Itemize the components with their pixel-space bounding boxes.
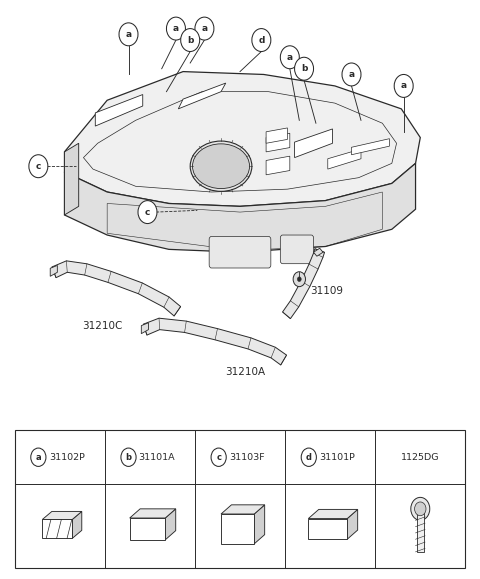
FancyBboxPatch shape [14,430,466,567]
Polygon shape [313,248,323,256]
Polygon shape [130,518,165,540]
Text: 31101A: 31101A [139,453,175,461]
Text: 31109: 31109 [310,286,343,296]
Circle shape [121,448,136,467]
Text: a: a [173,24,179,33]
Ellipse shape [192,144,250,189]
Text: c: c [216,453,221,461]
Circle shape [138,200,157,223]
Text: c: c [36,162,41,171]
Polygon shape [64,72,420,206]
Circle shape [415,502,426,516]
Polygon shape [64,163,416,252]
Text: 31101P: 31101P [319,453,355,461]
Polygon shape [266,156,290,175]
Circle shape [394,75,413,97]
Text: b: b [187,35,193,45]
Text: 1125DG: 1125DG [401,453,440,461]
Polygon shape [72,511,82,538]
Text: a: a [36,453,41,461]
Text: a: a [401,82,407,90]
Circle shape [280,46,300,69]
Circle shape [298,277,301,281]
Polygon shape [266,128,288,143]
Circle shape [195,17,214,40]
Polygon shape [179,83,226,109]
Polygon shape [328,149,361,169]
Circle shape [167,17,185,40]
Polygon shape [52,261,180,316]
Polygon shape [50,265,57,276]
Text: a: a [287,53,293,62]
Polygon shape [130,509,176,518]
Text: a: a [125,30,132,39]
FancyBboxPatch shape [417,512,424,552]
Polygon shape [42,519,72,538]
Polygon shape [221,514,254,544]
Text: d: d [306,453,312,461]
Polygon shape [144,318,287,365]
Polygon shape [254,505,264,544]
Polygon shape [64,143,79,215]
Text: 31103F: 31103F [229,453,265,461]
Circle shape [252,28,271,52]
Polygon shape [141,323,148,334]
Text: d: d [258,35,264,45]
Circle shape [211,448,226,467]
Circle shape [293,272,305,287]
Text: 31210C: 31210C [82,321,122,331]
Circle shape [119,23,138,46]
FancyBboxPatch shape [280,235,313,263]
Polygon shape [295,129,333,157]
Polygon shape [308,510,358,519]
Text: 31102P: 31102P [49,453,85,461]
Circle shape [342,63,361,86]
Text: a: a [348,70,355,79]
Circle shape [29,155,48,178]
Ellipse shape [190,141,252,192]
Polygon shape [165,509,176,540]
Polygon shape [283,249,324,318]
Circle shape [295,57,313,80]
Text: 31210A: 31210A [225,367,265,377]
Text: c: c [145,208,150,217]
Polygon shape [221,505,264,514]
Polygon shape [42,511,82,519]
Polygon shape [96,94,143,126]
FancyBboxPatch shape [209,236,271,268]
Text: a: a [201,24,207,33]
Text: b: b [125,453,132,461]
Circle shape [411,497,430,521]
Polygon shape [266,133,290,152]
Circle shape [180,28,200,52]
Text: b: b [301,64,307,73]
Polygon shape [351,139,389,155]
Polygon shape [308,519,347,539]
Circle shape [31,448,46,467]
Circle shape [301,448,316,467]
Polygon shape [347,510,358,539]
